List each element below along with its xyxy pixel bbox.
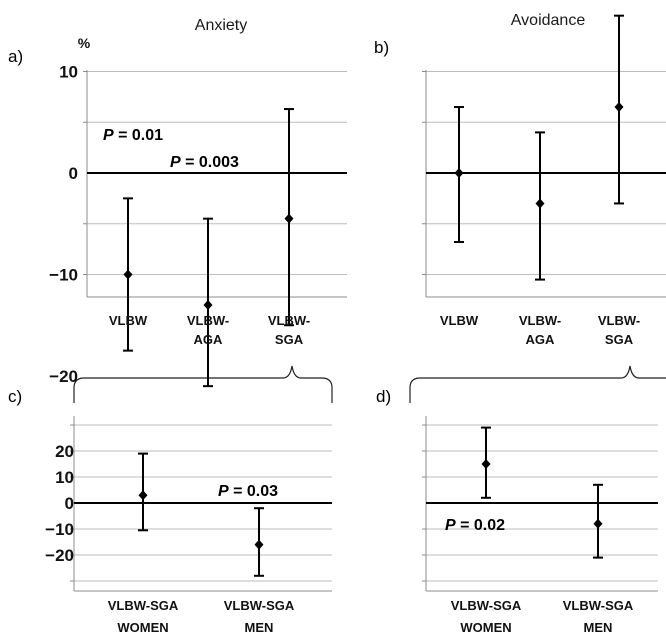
category-label: VLBW- [598, 313, 640, 328]
data-point-marker [535, 198, 545, 209]
panel-label-c: c) [8, 387, 22, 406]
data-point-marker [481, 459, 491, 469]
y-tick-label: 10 [55, 468, 74, 487]
panel-d: VLBW-SGA WOMEN VLBW-SGA MEN P = 0.02 [422, 416, 658, 635]
p-value-annotation: P = 0.03 [218, 483, 278, 500]
category-label: AGA [526, 332, 556, 347]
category-label: VLBW- [187, 313, 229, 328]
data-point-marker [123, 269, 133, 280]
y-tick-label: −20 [49, 367, 78, 386]
panel-b: VLBW VLBW- AGA VLBW- SGA [422, 14, 666, 347]
category-label: VLBW [440, 313, 479, 328]
category-label: VLBW-SGA [108, 598, 179, 613]
category-label: VLBW- [519, 313, 561, 328]
data-point-marker [284, 213, 294, 224]
panel-label-d: d) [376, 387, 391, 406]
column-title-anxiety: Anxiety [195, 17, 247, 34]
column-title-avoidance: Avoidance [511, 12, 586, 29]
panel-label-a: a) [8, 47, 23, 66]
brace-left [73, 365, 333, 403]
unit-label: % [78, 35, 91, 51]
data-point-marker [454, 168, 464, 178]
p-value-annotation: P = 0.003 [170, 154, 239, 171]
category-label: AGA [194, 332, 224, 347]
category-label: WOMEN [117, 620, 168, 635]
category-label: MEN [584, 620, 613, 635]
category-label: VLBW-SGA [451, 598, 522, 613]
y-tick-label: 10 [59, 63, 78, 82]
data-point-marker [614, 102, 624, 113]
brace-right [409, 365, 666, 403]
p-value-annotation: P = 0.02 [445, 517, 505, 534]
category-label: VLBW-SGA [224, 598, 295, 613]
category-label: VLBW- [268, 313, 310, 328]
p-value-annotation: P = 0.01 [103, 127, 163, 144]
panel-label-b: b) [374, 38, 389, 57]
y-tick-label: 0 [69, 164, 78, 183]
category-label: MEN [245, 620, 274, 635]
y-tick-label: −10 [45, 520, 74, 539]
category-label: SGA [275, 332, 304, 347]
panel-c: 20 10 0 −10 −20 VLBW-SGA WOMEN VLBW-SGA MEN P = 0… [45, 416, 332, 635]
category-label: VLBW-SGA [563, 598, 634, 613]
data-point-marker [203, 299, 213, 310]
data-point-marker [593, 518, 603, 529]
category-label: SGA [605, 332, 634, 347]
category-label: VLBW [109, 313, 148, 328]
y-tick-label: 20 [55, 442, 74, 461]
data-point-marker [138, 490, 148, 501]
category-label: WOMEN [460, 620, 511, 635]
data-point-marker [254, 539, 264, 550]
y-tick-label: −20 [45, 546, 74, 565]
y-tick-label: 0 [65, 494, 74, 513]
y-tick-label: −10 [49, 266, 78, 285]
